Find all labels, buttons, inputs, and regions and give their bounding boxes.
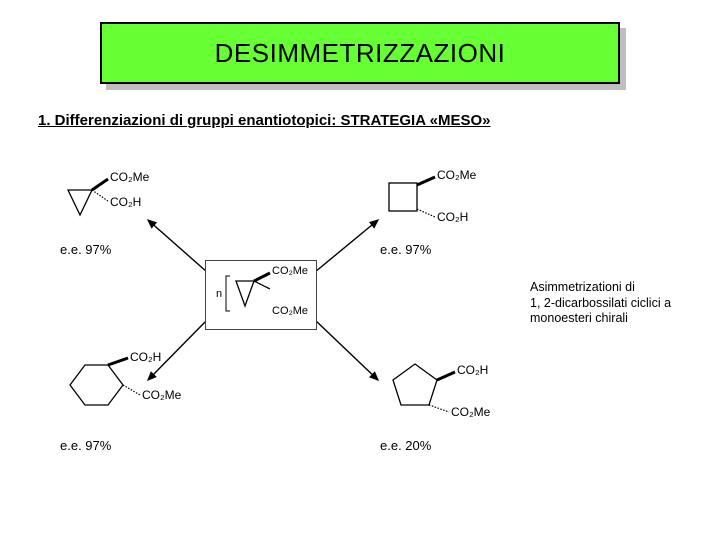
center-co2me-bot: CO₂Me bbox=[272, 305, 308, 317]
caption-line-2: 1, 2-dicarbossilati ciclici a bbox=[530, 296, 700, 312]
title-banner: DESIMMETRIZZAZIONI bbox=[100, 22, 620, 84]
structure-cyclopentane: CO₂H CO₂Me bbox=[375, 350, 505, 450]
structure-cyclobutane: CO₂Me CO₂H bbox=[375, 165, 505, 245]
center-structure-box: n CO₂Me CO₂Me bbox=[205, 260, 317, 330]
structure-cyclohexane: CO₂H CO₂Me bbox=[50, 350, 180, 450]
reaction-diagram: n CO₂Me CO₂Me CO₂Me CO₂H e.e. 97% CO₂Me … bbox=[30, 170, 490, 480]
page-title: DESIMMETRIZZAZIONI bbox=[215, 38, 506, 69]
ee-bottom-right: e.e. 20% bbox=[380, 438, 431, 453]
subtitle: 1. Differenziazioni di gruppi enantiotop… bbox=[38, 112, 491, 129]
bl-co2me: CO₂Me bbox=[142, 388, 181, 402]
tl-co2h: CO₂H bbox=[110, 195, 141, 209]
label-n: n bbox=[216, 288, 222, 300]
bl-co2h: CO₂H bbox=[130, 350, 161, 364]
ee-top-right: e.e. 97% bbox=[380, 242, 431, 257]
tr-co2h: CO₂H bbox=[437, 210, 468, 224]
tr-co2me: CO₂Me bbox=[437, 168, 476, 182]
side-caption: Asimmetrizationi di 1, 2-dicarbossilati … bbox=[530, 280, 700, 327]
ee-bottom-left: e.e. 97% bbox=[60, 438, 111, 453]
tl-co2me: CO₂Me bbox=[110, 170, 149, 184]
caption-line-1: Asimmetrizationi di bbox=[530, 280, 700, 296]
structure-cyclopropane: CO₂Me CO₂H bbox=[50, 165, 170, 245]
center-co2me-top: CO₂Me bbox=[272, 265, 308, 277]
br-co2h: CO₂H bbox=[457, 363, 488, 377]
br-co2me: CO₂Me bbox=[451, 405, 490, 419]
caption-line-3: monoesteri chirali bbox=[530, 311, 700, 327]
ee-top-left: e.e. 97% bbox=[60, 242, 111, 257]
title-box: DESIMMETRIZZAZIONI bbox=[100, 22, 620, 84]
